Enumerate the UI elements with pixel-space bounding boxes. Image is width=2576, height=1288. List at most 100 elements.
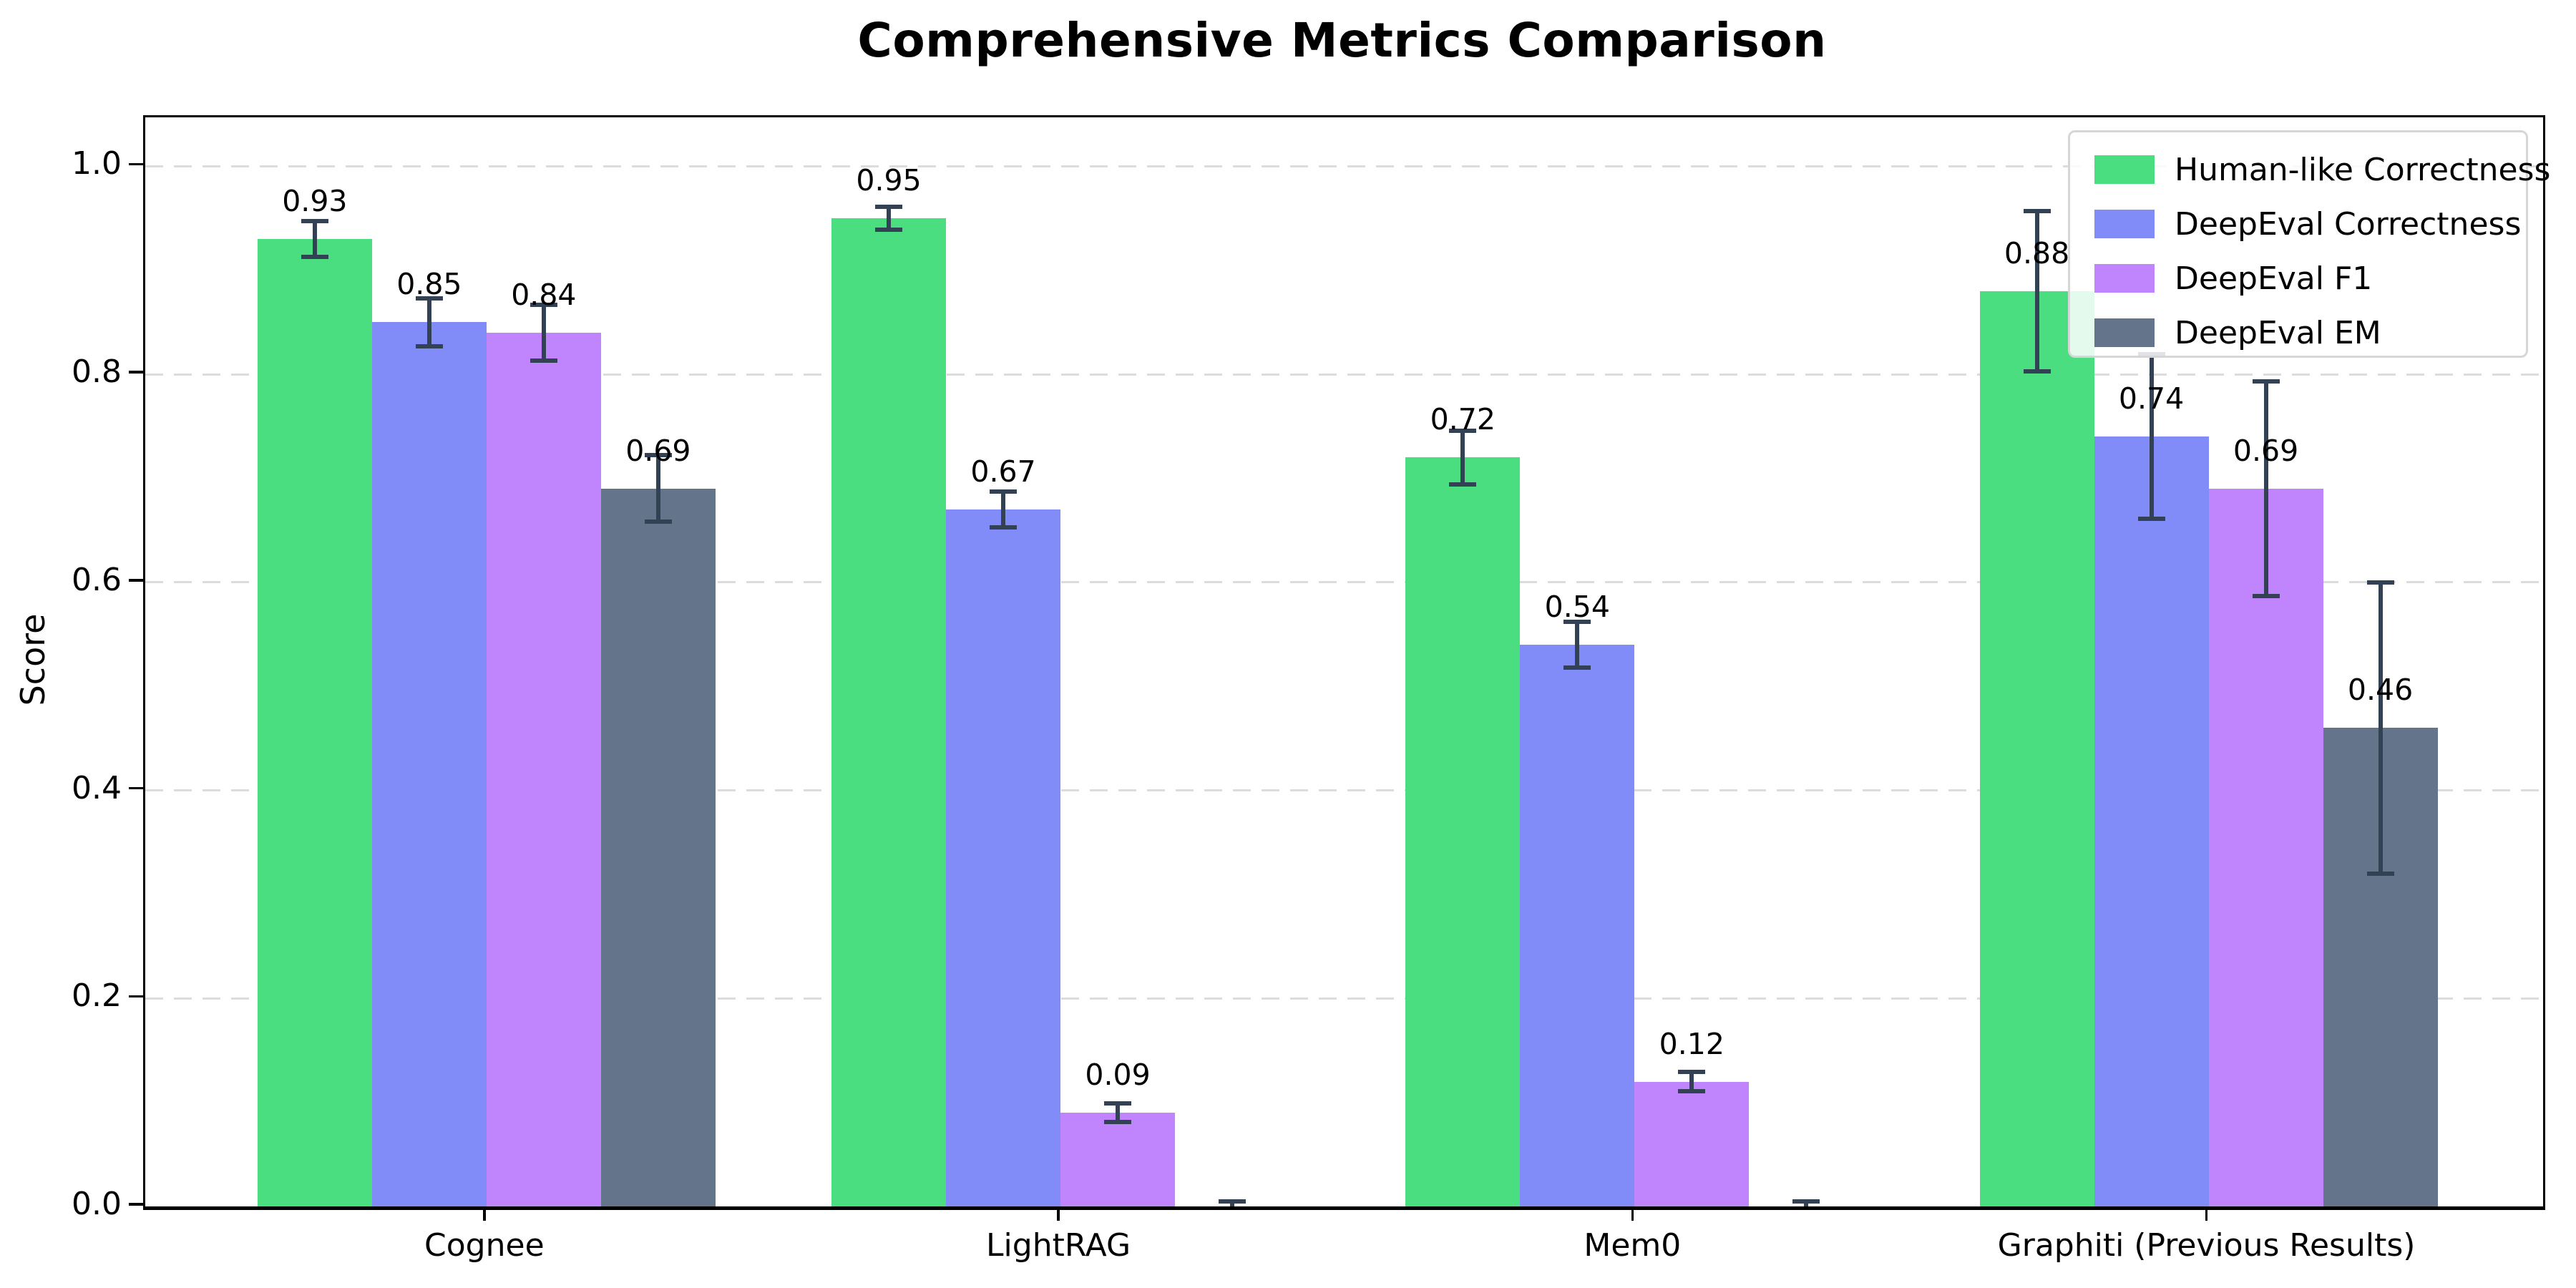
bar [946, 509, 1061, 1206]
error-bar-cap [1563, 665, 1591, 670]
bar-value-label: 0.93 [282, 184, 348, 219]
legend: Human-like Correctness DeepEval Correctne… [2068, 130, 2550, 360]
gridline [145, 789, 2543, 792]
x-tick-label: Mem0 [1584, 1227, 1682, 1264]
bar [1060, 1113, 1176, 1206]
error-bar [1116, 1103, 1121, 1123]
y-tick-mark [129, 1203, 143, 1206]
error-bar [2149, 354, 2154, 519]
error-bar-cap [2366, 871, 2394, 876]
bar-value-label: 0.85 [396, 267, 462, 302]
legend-label: Human-like Correctness [2175, 151, 2551, 188]
bar [2208, 488, 2323, 1206]
bar-value-label: 0.69 [2233, 433, 2299, 468]
error-bar-cap [2252, 379, 2280, 384]
x-tick-mark [2205, 1208, 2208, 1221]
legend-swatch [2094, 210, 2155, 238]
bar [486, 332, 601, 1206]
y-axis-title: Score [14, 613, 52, 706]
error-bar-cap [301, 219, 328, 224]
bar [1634, 1081, 1750, 1206]
error-bar-cap [1678, 1070, 1706, 1075]
error-bar [2034, 210, 2039, 371]
error-bar [2263, 381, 2268, 596]
y-tick-mark [129, 995, 143, 997]
bar-value-label: 0.67 [970, 454, 1036, 489]
y-tick-label: 0.0 [72, 1186, 122, 1222]
error-bar-cap [1449, 428, 1477, 433]
legend-swatch [2094, 155, 2155, 184]
error-bar-cap [415, 296, 443, 301]
y-tick-mark [129, 162, 143, 166]
bar-value-label: 0.84 [511, 277, 577, 312]
error-bar [1230, 1201, 1235, 1206]
error-bar-cap [2023, 208, 2051, 213]
legend-label: DeepEval Correctness [2175, 205, 2522, 243]
bar [1520, 645, 1635, 1206]
error-bar-cap [2366, 580, 2394, 585]
error-bar-cap [1219, 1199, 1246, 1204]
legend-item: Human-like Correctness [2094, 142, 2550, 197]
error-bar-cap [1792, 1199, 1820, 1204]
error-bar [1460, 430, 1465, 485]
error-bar [2378, 582, 2383, 874]
gridline [145, 373, 2543, 376]
error-bar-cap [1563, 620, 1591, 625]
error-bar-cap [1104, 1101, 1132, 1106]
bar-value-label: 0.09 [1085, 1058, 1151, 1093]
error-bar [1804, 1201, 1809, 1206]
error-bar [426, 298, 431, 346]
gridline [145, 165, 2543, 167]
chart-title: Comprehensive Metrics Comparison [857, 13, 1827, 68]
bar [371, 322, 487, 1206]
x-tick-mark [1631, 1208, 1634, 1221]
error-bar-cap [1104, 1120, 1132, 1125]
bar [600, 488, 716, 1206]
error-bar-cap [875, 205, 903, 210]
error-bar [1001, 492, 1006, 527]
legend-label: DeepEval EM [2175, 314, 2381, 351]
error-bar-cap [875, 228, 903, 232]
y-tick-label: 0.6 [72, 561, 122, 598]
x-tick-label: LightRAG [986, 1227, 1131, 1264]
error-bar-cap [415, 343, 443, 348]
error-bar-cap [990, 525, 1018, 530]
bar-value-label: 0.46 [2347, 673, 2414, 708]
error-bar [541, 304, 546, 361]
y-tick-mark [129, 579, 143, 582]
error-bar [1575, 622, 1580, 668]
legend-item: DeepEval F1 [2094, 251, 2526, 306]
error-bar-cap [2252, 593, 2280, 598]
legend-item: DeepEval EM [2094, 306, 2526, 360]
x-tick-mark [483, 1208, 486, 1221]
x-tick-label: Graphiti (Previous Results) [1997, 1227, 2416, 1264]
bar [1405, 457, 1521, 1206]
error-bar [887, 207, 892, 230]
bar-value-label: 0.69 [625, 433, 691, 468]
error-bar-cap [644, 519, 672, 525]
bar-value-label: 0.54 [1544, 589, 1610, 624]
error-bar-cap [2137, 517, 2165, 522]
error-bar [1689, 1072, 1694, 1091]
y-tick-label: 0.8 [72, 353, 122, 391]
legend-item: DeepEval Correctness [2094, 197, 2526, 251]
bar [257, 239, 372, 1206]
bar [831, 218, 947, 1206]
x-tick-mark [1057, 1208, 1060, 1221]
y-tick-mark [129, 371, 143, 374]
error-bar-cap [990, 489, 1018, 494]
bar-value-label: 0.72 [1430, 402, 1496, 437]
bar-value-label: 0.74 [2118, 381, 2185, 416]
error-bar-cap [2023, 369, 2051, 374]
bar-value-label: 0.88 [2004, 235, 2070, 270]
y-tick-label: 0.4 [72, 769, 122, 806]
gridline [145, 581, 2543, 584]
legend-swatch [2094, 318, 2155, 347]
bar [1979, 291, 2094, 1206]
error-bar-cap [644, 453, 672, 458]
legend-swatch [2094, 264, 2155, 293]
bar [2094, 436, 2209, 1206]
x-tick-label: Cognee [424, 1227, 545, 1264]
error-bar [312, 221, 317, 257]
